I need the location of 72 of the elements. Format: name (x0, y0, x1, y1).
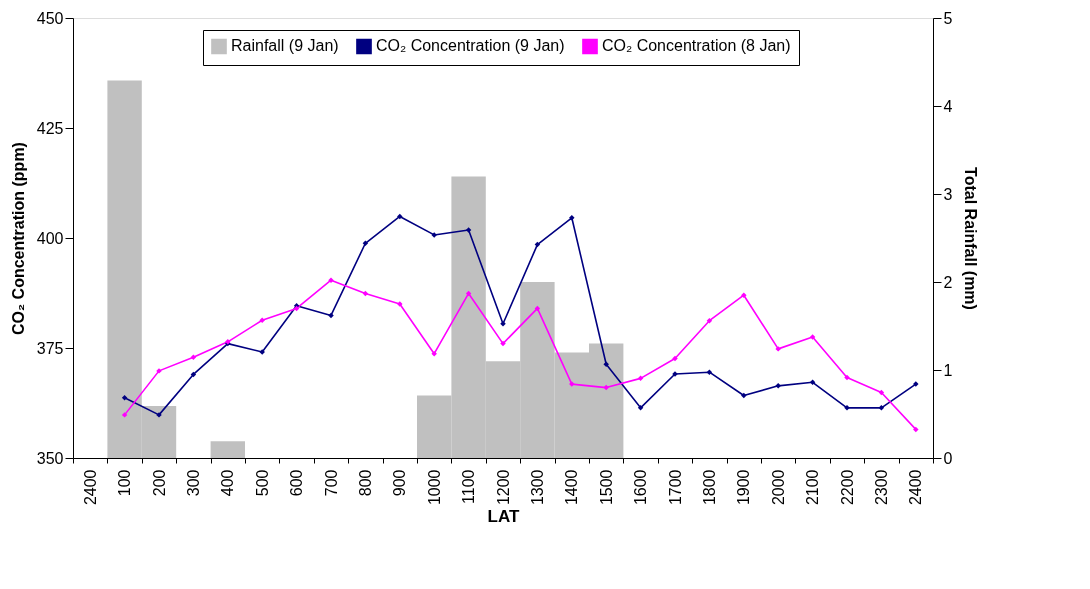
x-tick-label: 700 (322, 469, 340, 497)
x-tick-label: 1200 (494, 469, 512, 506)
y2-tick-label: 4 (943, 97, 953, 115)
x-tick-label: 2400 (81, 469, 99, 506)
y-axis-title: CO₂ Concentration (ppm) (9, 142, 27, 335)
y2-tick-label: 1 (943, 361, 953, 379)
x-tick-label: 900 (391, 469, 409, 497)
point (121, 412, 128, 418)
x-tick-label: 100 (116, 469, 134, 497)
point (500, 340, 506, 347)
point (397, 213, 403, 220)
bar (210, 441, 245, 458)
y2-tick-label: 5 (943, 9, 953, 27)
point (603, 384, 609, 391)
x-tick-label: 2000 (769, 469, 787, 506)
x-axis-title: LAT (487, 507, 520, 527)
x-tick-label: 200 (150, 469, 168, 497)
x-tick-label: 1600 (632, 469, 650, 506)
x-tick-label: 1900 (735, 469, 753, 506)
point (878, 405, 885, 411)
point (775, 346, 781, 352)
x-tick-label: 600 (288, 469, 306, 497)
point (809, 379, 816, 386)
y-tick-label: 450 (36, 9, 64, 27)
legend-label: CO₂ Concentration (8 Jan) (602, 37, 791, 55)
y-tick-label: 400 (36, 229, 64, 247)
x-tick-label: 2100 (804, 469, 822, 506)
y2-tick-label: 2 (943, 273, 953, 291)
x-tick-label: 1000 (425, 469, 443, 506)
point (913, 426, 919, 433)
point (706, 369, 713, 375)
point (569, 215, 575, 221)
legend-label: CO₂ Concentration (9 Jan) (376, 37, 565, 55)
point (569, 381, 575, 387)
point (362, 240, 369, 247)
x-tick-label: 1300 (528, 469, 546, 506)
point (121, 394, 128, 401)
x-tick-label: 300 (184, 469, 202, 497)
point (741, 392, 747, 399)
point (465, 227, 472, 233)
x-tick-label: 500 (253, 469, 271, 497)
point (672, 355, 678, 362)
point (190, 354, 197, 360)
y2-axis-title: Total Rainfall (mm) (962, 167, 980, 310)
x-tick-label: 800 (356, 469, 374, 497)
x-tick-label: 1700 (666, 469, 684, 506)
point (844, 374, 850, 381)
y-tick-label: 375 (36, 339, 64, 357)
point (741, 292, 747, 298)
y-tick-label: 425 (36, 119, 64, 137)
y2-tick-label: 0 (943, 449, 953, 467)
y2-tick-label: 3 (943, 185, 953, 203)
point (431, 232, 437, 238)
x-tick-label: 1800 (700, 469, 718, 506)
point (431, 350, 437, 357)
point (706, 317, 713, 324)
x-tick-label: 2200 (838, 469, 856, 506)
point (809, 334, 816, 340)
point (328, 312, 334, 319)
x-tick-label: 400 (219, 469, 237, 497)
x-tick-label: 2300 (872, 469, 890, 506)
y-tick-label: 350 (36, 449, 64, 467)
x-tick-label: 2400 (907, 469, 925, 506)
x-tick-label: 1500 (597, 469, 615, 506)
x-tick-label: 1400 (563, 469, 581, 506)
point (603, 361, 609, 368)
x-tick-label: 1100 (460, 469, 478, 504)
point (637, 405, 644, 411)
point (913, 381, 919, 387)
point (775, 383, 781, 389)
point (259, 317, 265, 324)
legend-label: Rainfall (9 Jan) (231, 37, 339, 55)
